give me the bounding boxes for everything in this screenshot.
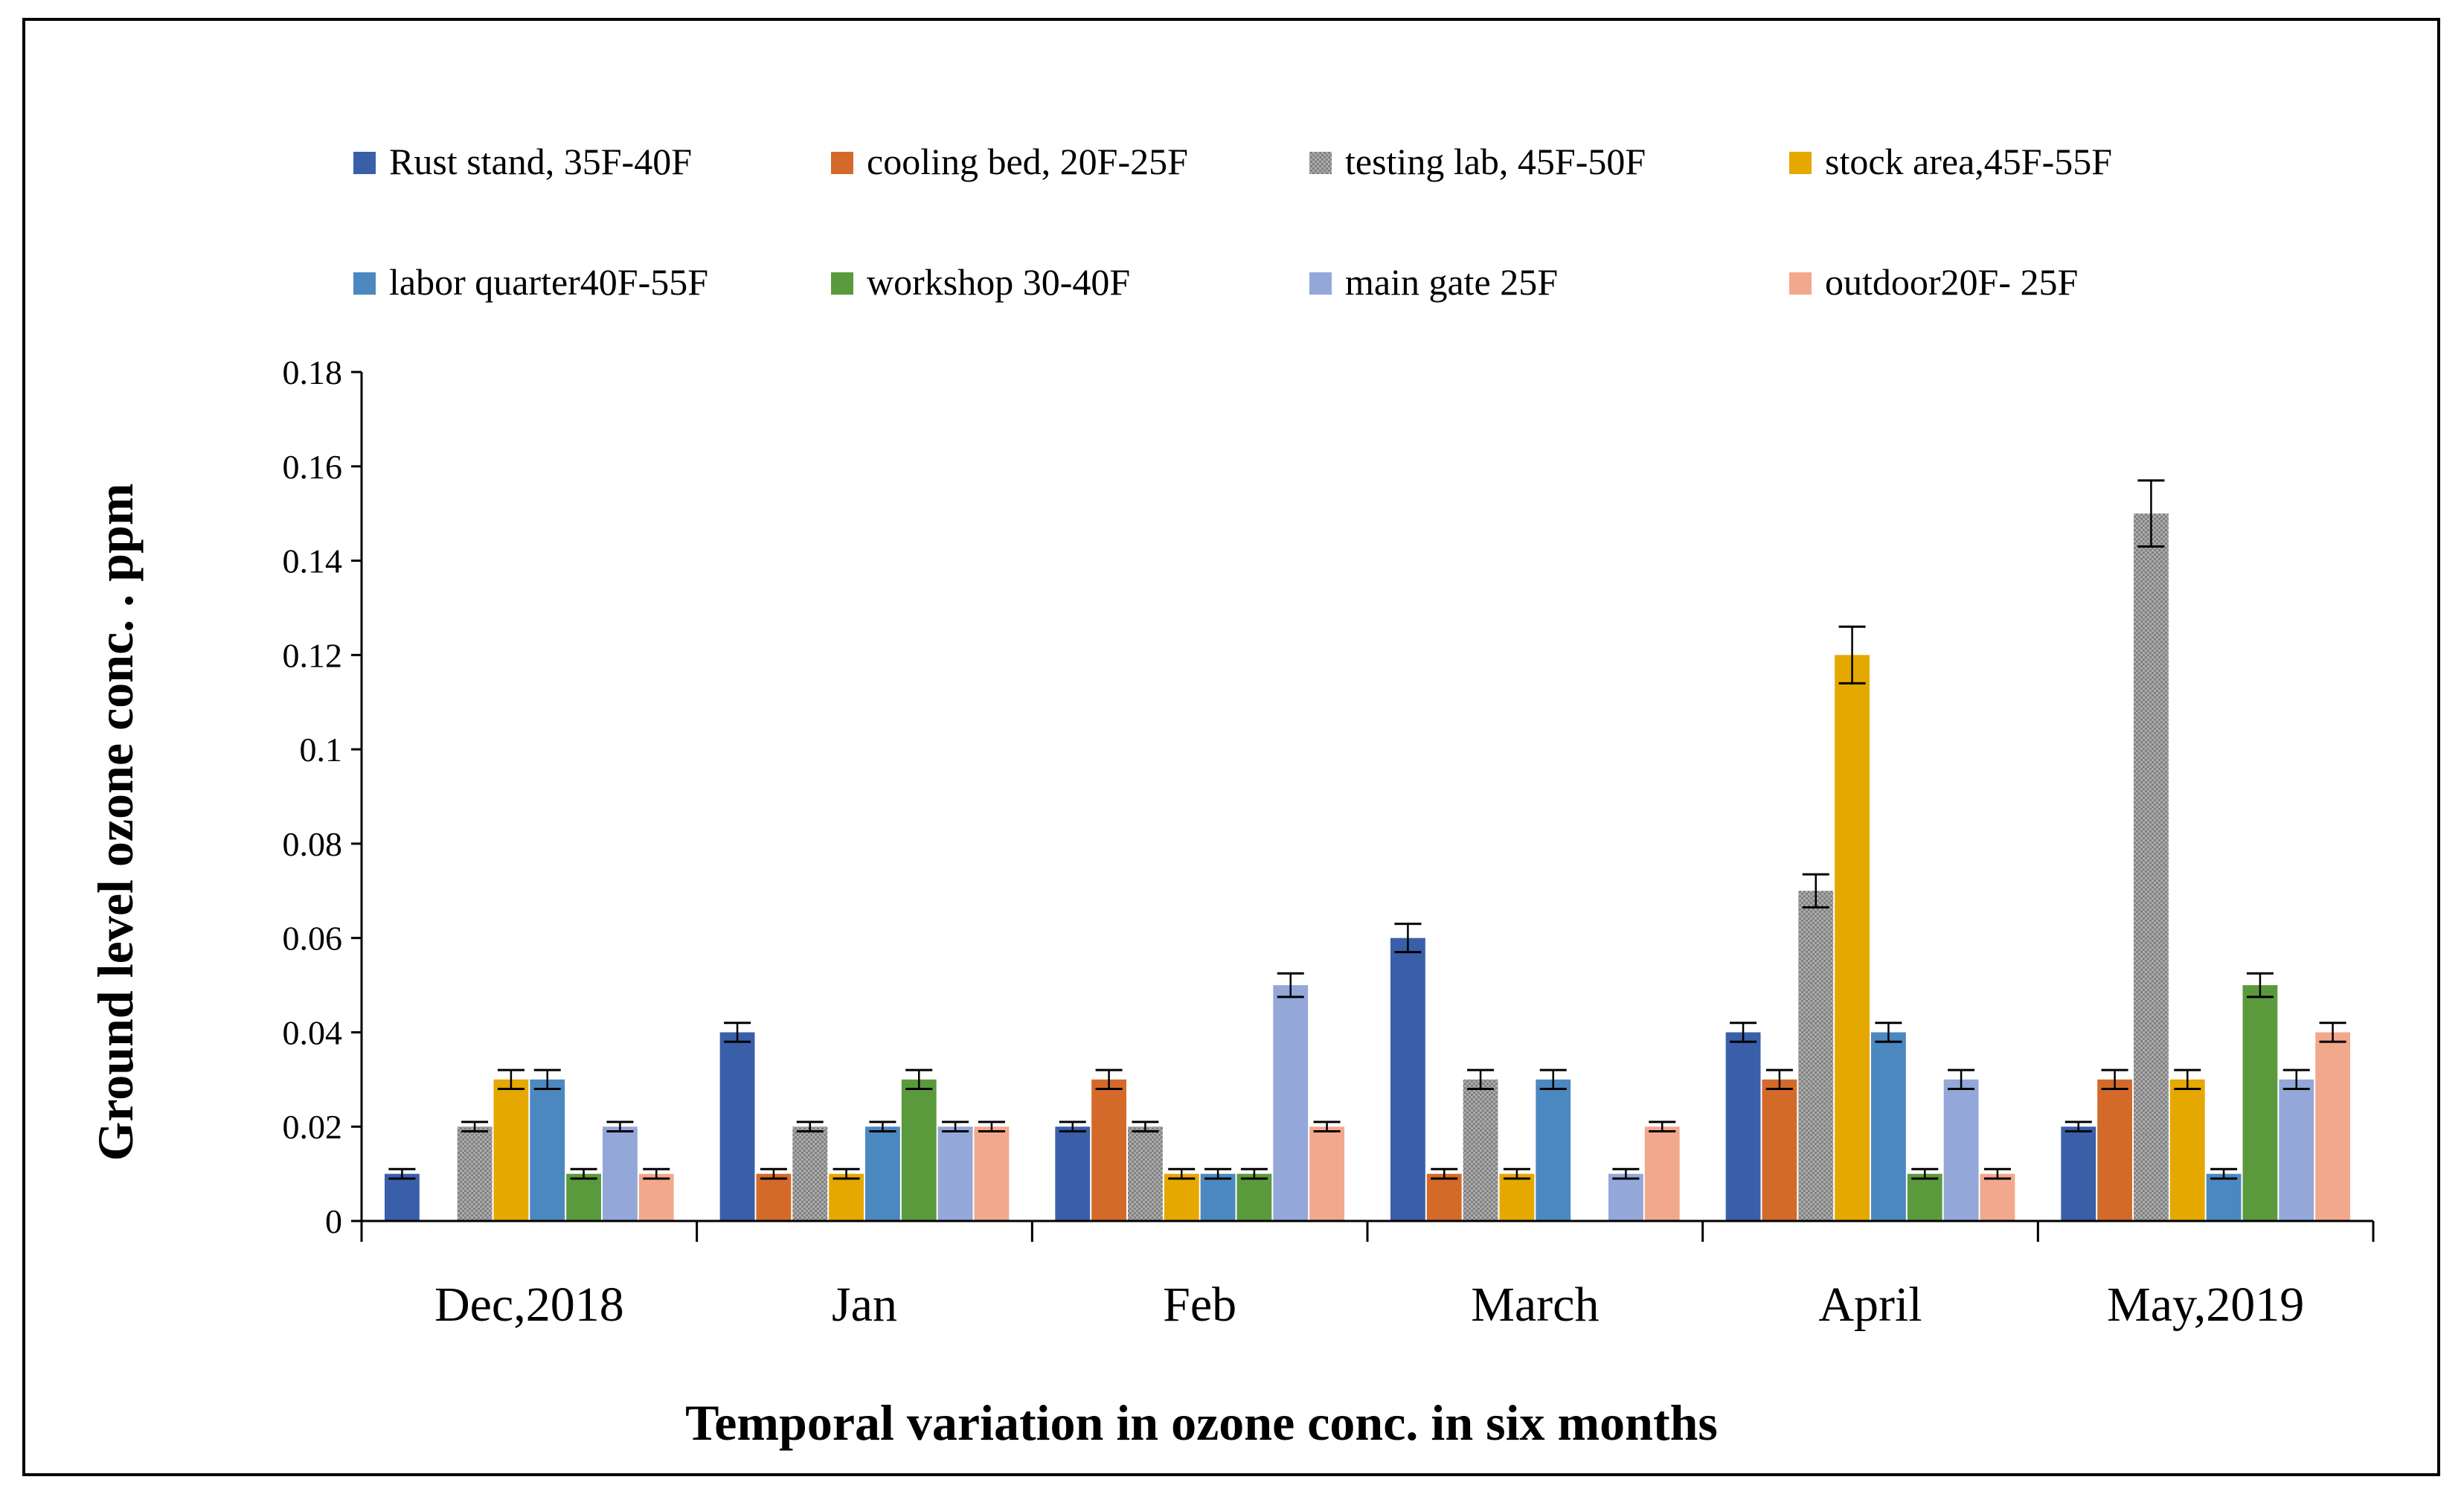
bar <box>1762 1079 1797 1221</box>
y-tick-label: 0.18 <box>283 353 343 391</box>
bar <box>974 1126 1010 1221</box>
bar <box>1164 1173 1199 1221</box>
bar <box>493 1079 529 1221</box>
legend-label: stock area,45F-55F <box>1825 141 2112 182</box>
y-tick-label: 0.12 <box>283 636 343 674</box>
bar <box>792 1126 828 1221</box>
x-category-label: Feb <box>1163 1278 1236 1332</box>
chart-frame <box>22 18 2440 1476</box>
bar <box>1236 1173 1272 1221</box>
legend-swatch <box>1789 152 1812 174</box>
y-tick-label: 0.14 <box>283 542 343 580</box>
bar <box>1798 891 1834 1221</box>
bar <box>1980 1173 2015 1221</box>
x-category-label: Dec,2018 <box>434 1278 624 1332</box>
y-tick-label: 0.1 <box>300 731 343 769</box>
bar <box>530 1079 565 1221</box>
bar <box>756 1173 792 1221</box>
bar <box>2242 985 2278 1221</box>
bar <box>2134 513 2169 1221</box>
bar <box>1725 1032 1761 1221</box>
x-category-label: May,2019 <box>2107 1278 2304 1332</box>
bar <box>1835 655 1870 1221</box>
legend-label: testing lab, 45F-50F <box>1345 141 1646 182</box>
legend-label: Rust stand, 35F-40F <box>389 141 692 182</box>
y-tick-label: 0.02 <box>283 1108 343 1146</box>
legend-label: outdoor20F- 25F <box>1825 261 2078 303</box>
x-axis-title: Temporal variation in ozone conc. in six… <box>685 1394 1718 1451</box>
bar <box>1200 1173 1236 1221</box>
bar <box>2315 1032 2350 1221</box>
y-tick-label: 0.04 <box>283 1013 343 1051</box>
bar <box>1644 1126 1680 1221</box>
bar <box>566 1173 601 1221</box>
bar <box>1608 1173 1643 1221</box>
legend-swatch <box>831 152 853 174</box>
bar <box>1907 1173 1942 1221</box>
bars-layer <box>385 479 2350 1221</box>
legend-swatch <box>353 152 376 174</box>
bar <box>1309 1126 1344 1221</box>
legend-label: labor quarter40F-55F <box>389 261 708 303</box>
y-axis-title: Ground level ozone conc. . ppm <box>87 483 144 1161</box>
legend-swatch <box>1789 272 1812 295</box>
bar <box>719 1032 755 1221</box>
bar <box>1273 985 1309 1221</box>
bar <box>1426 1173 1462 1221</box>
bar <box>638 1173 674 1221</box>
bar <box>901 1079 937 1221</box>
bar <box>1128 1126 1163 1221</box>
bar <box>603 1126 638 1221</box>
x-category-label: March <box>1471 1278 1599 1332</box>
bar <box>829 1173 864 1221</box>
legend: Rust stand, 35F-40F cooling bed, 20F-25F t… <box>353 141 2112 303</box>
bar <box>1091 1079 1126 1221</box>
bar <box>2169 1079 2205 1221</box>
legend-swatch <box>353 272 376 295</box>
legend-swatch <box>1309 152 1332 174</box>
bar <box>2279 1079 2314 1221</box>
bar <box>1390 938 1425 1221</box>
bar <box>865 1126 900 1221</box>
bar <box>457 1126 493 1221</box>
y-tick-label: 0.08 <box>283 825 343 863</box>
legend-label: cooling bed, 20F-25F <box>867 141 1188 182</box>
bar <box>2206 1173 2242 1221</box>
x-category-label: Jan <box>832 1278 897 1332</box>
y-tick-label: 0.16 <box>283 448 343 486</box>
bar <box>2061 1126 2096 1221</box>
legend-label: main gate 25F <box>1345 261 1558 303</box>
bar <box>1871 1032 1906 1221</box>
axes: 0 0.02 0.04 0.06 0.08 0.1 0.12 0.14 0.16 0.18 Dec,… <box>283 353 2375 1332</box>
legend-swatch <box>831 272 853 295</box>
y-tick-label: 0.06 <box>283 920 343 958</box>
bar <box>1055 1126 1091 1221</box>
legend-swatch <box>1309 272 1332 295</box>
legend-label: workshop 30-40F <box>867 261 1130 303</box>
bar <box>1943 1079 1979 1221</box>
y-tick-label: 0 <box>325 1202 342 1240</box>
bar <box>937 1126 973 1221</box>
bar <box>1536 1079 1571 1221</box>
bar <box>2097 1079 2132 1221</box>
bar <box>1463 1079 1498 1221</box>
x-category-label: April <box>1818 1278 1922 1332</box>
bar <box>385 1173 420 1221</box>
bar <box>1499 1173 1535 1221</box>
